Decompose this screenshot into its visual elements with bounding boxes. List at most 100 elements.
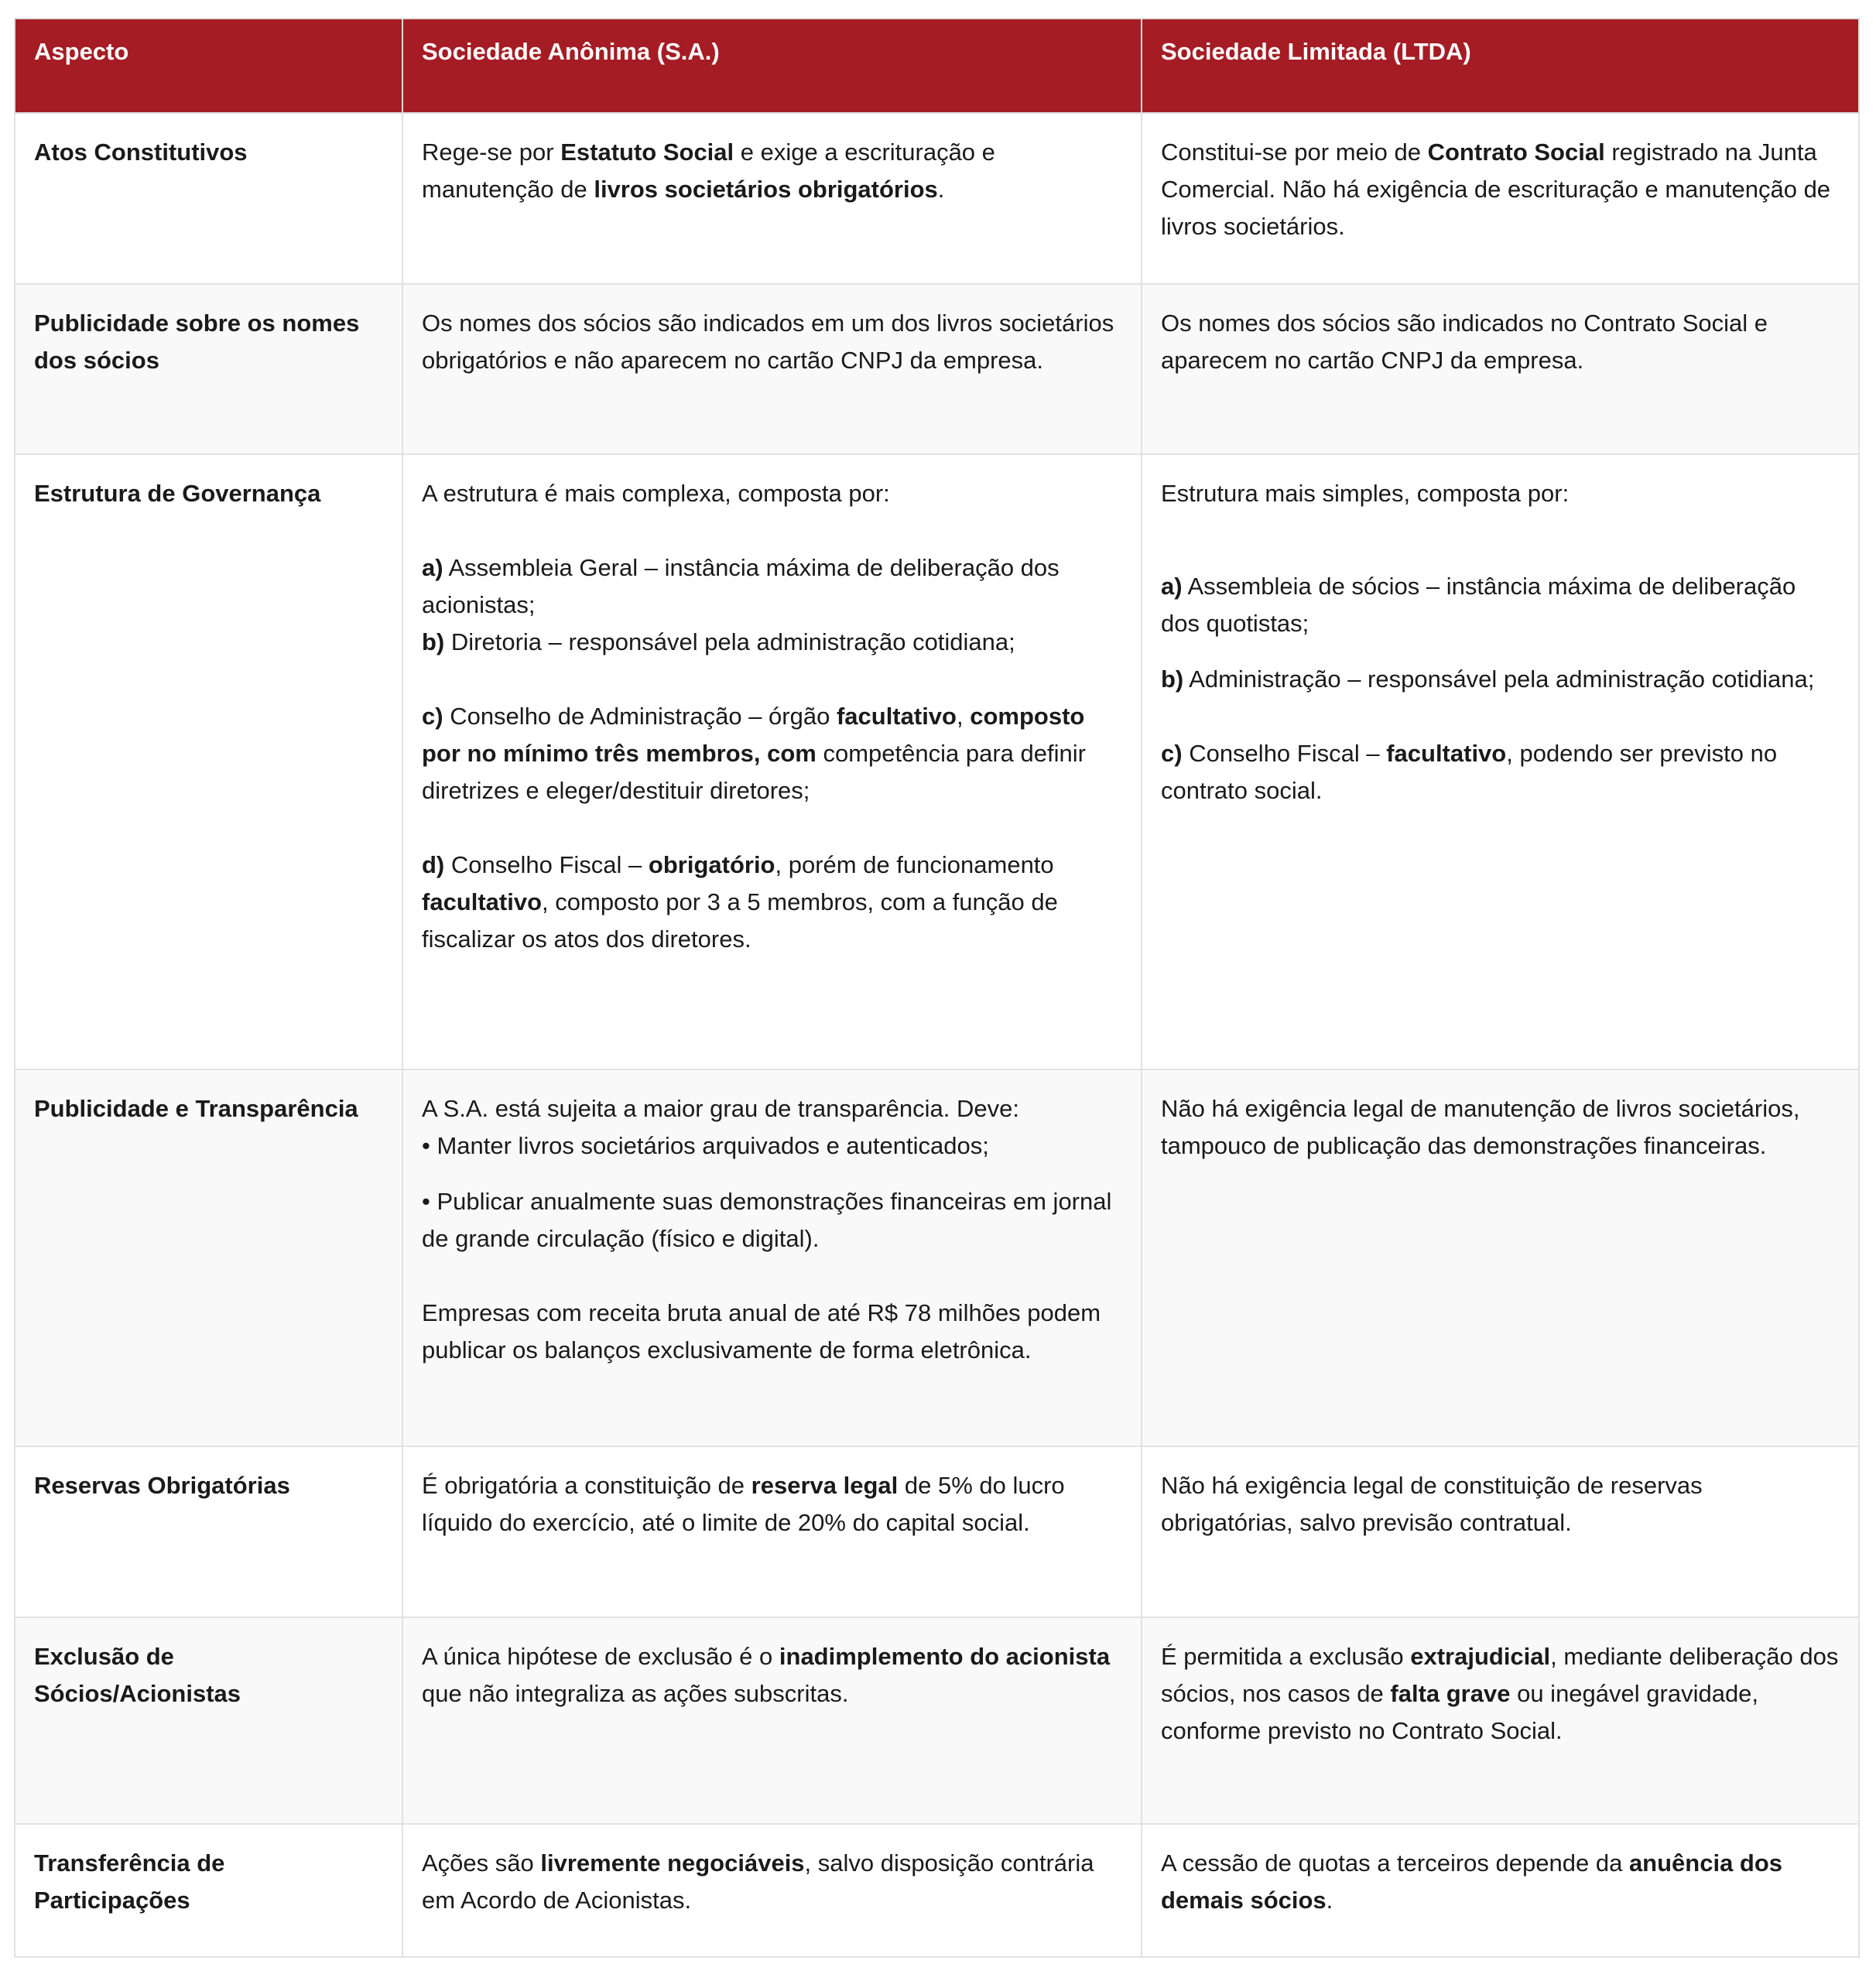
ltda-cell: A cessão de quotas a terceiros depende d… [1141, 1823, 1860, 1958]
ltda-cell: Constitui-se por meio de Contrato Social… [1141, 112, 1860, 285]
bold-text: extrajudicial [1410, 1643, 1551, 1670]
text: • Publicar anualmente suas demonstrações… [422, 1188, 1112, 1252]
sa-cell: Ações são livremente negociáveis, salvo … [402, 1823, 1142, 1958]
paragraph: Os nomes dos sócios são indicados em um … [422, 305, 1122, 379]
text: e exige a escrituração e manutenção de [422, 139, 995, 203]
paragraph: b) Administração – responsável pela admi… [1161, 661, 1840, 698]
sa-cell: Os nomes dos sócios são indicados em um … [402, 283, 1142, 455]
text: Assembleia de sócios – instância máxima … [1161, 573, 1796, 637]
header-ltda: Sociedade Limitada (LTDA) [1141, 18, 1860, 114]
ltda-cell: Não há exigência legal de constituição d… [1141, 1446, 1860, 1618]
paragraph: Os nomes dos sócios são indicados no Con… [1161, 305, 1840, 379]
text: que não integraliza as ações subscritas. [422, 1680, 849, 1707]
text: Ações são [422, 1849, 541, 1877]
paragraph: c) Conselho de Administração – órgão fac… [422, 698, 1122, 809]
paragraph: É permitida a exclusão extrajudicial, me… [1161, 1638, 1840, 1750]
text: • Manter livros societários arquivados e… [422, 1132, 989, 1159]
text: Diretoria – responsável pela administraç… [444, 628, 1015, 655]
comparison-table: Aspecto Sociedade Anônima (S.A.) Socieda… [14, 18, 1860, 1958]
bold-text: anuência dos demais sócios [1161, 1849, 1783, 1914]
sa-cell: A S.A. está sujeita a maior grau de tran… [402, 1069, 1142, 1447]
text: A cessão de quotas a terceiros depende d… [1161, 1849, 1629, 1877]
ltda-cell: Estrutura mais simples, composta por: a) … [1141, 453, 1860, 1070]
table-row: Publicidade e Transparência A S.A. está s… [14, 1069, 1860, 1447]
text: Conselho Fiscal – [444, 851, 649, 878]
bold-text: reserva legal [751, 1472, 899, 1499]
paragraph: A estrutura é mais complexa, composta po… [422, 475, 1122, 512]
table-row: Estrutura de Governança A estrutura é mai… [14, 453, 1860, 1070]
bold-text: falta grave [1390, 1680, 1511, 1707]
aspect-cell: Atos Constitutivos [14, 112, 403, 285]
paragraph: A única hipótese de exclusão é o inadimp… [422, 1638, 1122, 1712]
paragraph: Estrutura mais simples, composta por: [1161, 475, 1840, 512]
aspect-cell: Exclusão de Sócios/Acionistas [14, 1617, 403, 1825]
bold-text: Contrato Social [1427, 139, 1605, 166]
sa-cell: A única hipótese de exclusão é o inadimp… [402, 1617, 1142, 1825]
aspect-cell: Publicidade e Transparência [14, 1069, 403, 1447]
text: , composto por 3 a 5 membros, com a funç… [422, 888, 1058, 953]
aspect-cell: Reservas Obrigatórias [14, 1446, 403, 1618]
paragraph: A S.A. está sujeita a maior grau de tran… [422, 1090, 1122, 1127]
bold-text: c) [1161, 740, 1183, 767]
text: competência para definir diretrizes e el… [422, 740, 1086, 804]
text: registrado na Junta Comercial. Não há ex… [1161, 139, 1831, 240]
table-row: Exclusão de Sócios/Acionistas A única hip… [14, 1617, 1860, 1825]
paragraph: Rege-se por Estatuto Social e exige a es… [422, 134, 1122, 208]
text: Constitui-se por meio de [1161, 139, 1428, 166]
text: A estrutura é mais complexa, composta po… [422, 480, 890, 507]
paragraph: Empresas com receita bruta anual de até … [422, 1295, 1122, 1369]
bold-text: Estatuto Social [560, 139, 734, 166]
bold-text: a) [422, 554, 443, 581]
aspect-cell: Publicidade sobre os nomes dos sócios [14, 283, 403, 455]
text: , porém de funcionamento [775, 851, 1054, 878]
bold-text: b) [1161, 665, 1184, 693]
text: Administração – responsável pela adminis… [1183, 665, 1815, 693]
bold-text: c) [422, 703, 443, 730]
text: É permitida a exclusão [1161, 1643, 1411, 1670]
paragraph: b) Diretoria – responsável pela administ… [422, 624, 1122, 661]
table-row: Publicidade sobre os nomes dos sócios Os … [14, 283, 1860, 455]
paragraph: a) Assembleia de sócios – instância máxi… [1161, 568, 1840, 642]
bold-text: obrigatório [648, 851, 775, 878]
bold-text: d) [422, 851, 445, 878]
table-row: Transferência de Participações Ações são … [14, 1823, 1860, 1958]
paragraph: c) Conselho Fiscal – facultativo, podend… [1161, 735, 1840, 809]
ltda-cell: Não há exigência legal de manutenção de … [1141, 1069, 1860, 1447]
bold-text: composto por no mínimo três membros, com [422, 703, 1085, 767]
text: É obrigatória a constituição de [422, 1472, 751, 1499]
bold-text: a) [1161, 573, 1183, 600]
paragraph: d) Conselho Fiscal – obrigatório, porém … [422, 847, 1122, 958]
paragraph: Não há exigência legal de constituição d… [1161, 1467, 1840, 1541]
paragraph: • Publicar anualmente suas demonstrações… [422, 1183, 1122, 1257]
text: Os nomes dos sócios são indicados no Con… [1161, 310, 1768, 374]
text: Conselho Fiscal – [1182, 740, 1387, 767]
text: Assembleia Geral – instância máxima de d… [422, 554, 1060, 618]
ltda-cell: É permitida a exclusão extrajudicial, me… [1141, 1617, 1860, 1825]
text: Não há exigência legal de constituição d… [1161, 1472, 1703, 1536]
text: , mediante deliberação dos sócios, nos c… [1161, 1643, 1839, 1707]
sa-cell: É obrigatória a constituição de reserva … [402, 1446, 1142, 1618]
text: A única hipótese de exclusão é o [422, 1643, 779, 1670]
paragraph: a) Assembleia Geral – instância máxima d… [422, 549, 1122, 624]
text: . [1326, 1887, 1333, 1914]
bold-text: livros societários obrigatórios [594, 176, 938, 203]
paragraph: Ações são livremente negociáveis, salvo … [422, 1845, 1122, 1919]
text: Empresas com receita bruta anual de até … [422, 1299, 1101, 1363]
text: , [956, 703, 971, 730]
text: Conselho de Administração – órgão [443, 703, 837, 730]
text: . [937, 176, 945, 203]
table-row: Reservas Obrigatórias É obrigatória a con… [14, 1446, 1860, 1618]
bold-text: inadimplemento do acionista [779, 1643, 1111, 1670]
text: , podendo ser previsto no contrato socia… [1161, 740, 1778, 804]
aspect-cell: Estrutura de Governança [14, 453, 403, 1070]
paragraph: Não há exigência legal de manutenção de … [1161, 1090, 1840, 1165]
text: ou inegável gravidade, conforme previsto… [1161, 1680, 1759, 1744]
text: Estrutura mais simples, composta por: [1161, 480, 1570, 507]
text: Os nomes dos sócios são indicados em um … [422, 310, 1114, 374]
paragraph: A cessão de quotas a terceiros depende d… [1161, 1845, 1840, 1919]
text: Não há exigência legal de manutenção de … [1161, 1095, 1800, 1159]
ltda-cell: Os nomes dos sócios são indicados no Con… [1141, 283, 1860, 455]
sa-cell: Rege-se por Estatuto Social e exige a es… [402, 112, 1142, 285]
paragraph: • Manter livros societários arquivados e… [422, 1127, 1122, 1165]
paragraph: Constitui-se por meio de Contrato Social… [1161, 134, 1840, 245]
